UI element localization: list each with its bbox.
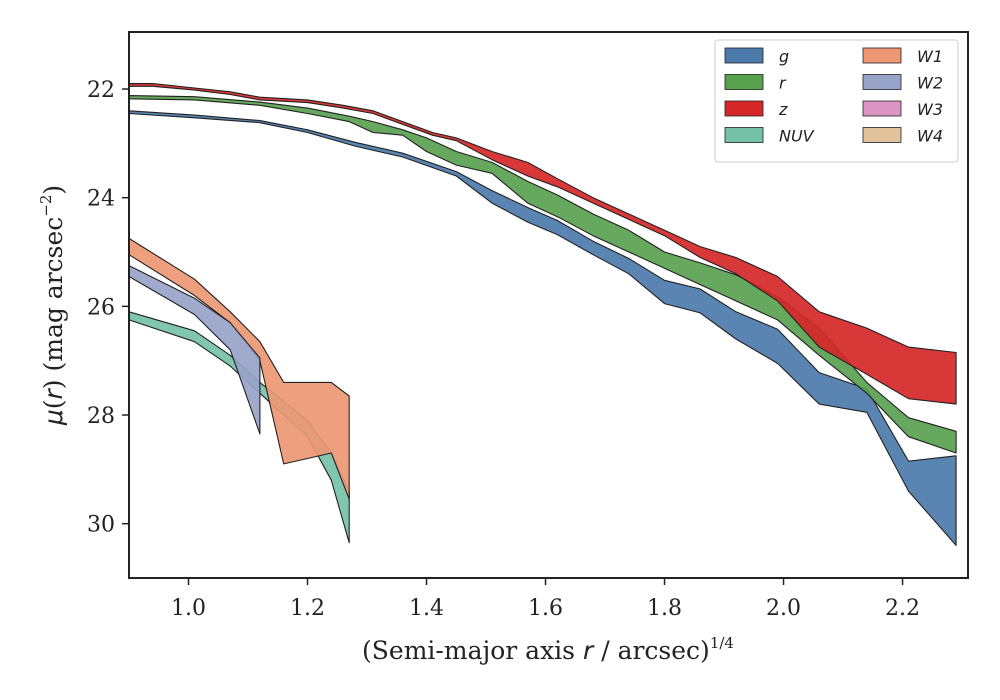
legend-item-nuv: NUV	[724, 127, 815, 146]
band-g	[128, 110, 957, 546]
plot-frame	[128, 31, 969, 579]
legend-swatch	[724, 47, 764, 64]
band-z	[128, 83, 957, 405]
legend-label: W4	[917, 127, 943, 146]
legend-label: r	[779, 74, 787, 93]
x-tick-label: 1.4	[409, 596, 444, 621]
x-tick-label: 1.2	[290, 596, 325, 621]
band-w2	[128, 265, 261, 435]
x-tick-label: 2.2	[885, 596, 920, 621]
legend-swatch	[862, 100, 902, 117]
x-axis: 1.0 1.2 1.4 1.6 1.8 2.0 2.2	[171, 578, 920, 621]
legend-label: NUV	[779, 127, 815, 146]
x-tick-label: 2.0	[766, 596, 801, 621]
legend-label: W3	[917, 100, 943, 119]
legend-swatch	[724, 100, 764, 117]
y-tick-label: 26	[87, 295, 115, 320]
legend-label: z	[778, 100, 788, 119]
y-axis-label: μ(r) (mag arcsec−2)	[37, 185, 68, 426]
x-tick-label: 1.8	[647, 596, 682, 621]
legend-item-w1: W1	[862, 47, 943, 66]
legend: grz NUV W1 W2 W3 W4	[714, 39, 959, 163]
legend-label: g	[779, 47, 789, 66]
legend-item-w4: W4	[862, 127, 943, 146]
x-axis-label: (Semi-major axis r / arcsec)1/4	[362, 634, 734, 665]
y-tick-label: 30	[87, 513, 115, 538]
legend-item-g: g	[724, 47, 789, 66]
legend-item-z: z	[724, 100, 788, 119]
legend-item-r: r	[724, 74, 787, 93]
legend-swatch	[862, 127, 902, 143]
x-tick-label: 1.0	[171, 596, 206, 621]
legend-swatch	[862, 47, 902, 64]
legend-item-w3: W3	[862, 100, 943, 119]
band-r	[128, 95, 957, 454]
legend-swatch	[862, 74, 902, 90]
y-tick-label: 24	[87, 187, 115, 212]
bands-layer	[128, 83, 957, 546]
legend-label: W1	[917, 47, 943, 66]
legend-swatch	[724, 127, 764, 143]
y-tick-label: 28	[87, 404, 115, 429]
x-tick-label: 1.6	[528, 596, 563, 621]
legend-label: W2	[917, 74, 943, 93]
legend-swatch	[724, 74, 764, 90]
y-axis: 22 24 26 28 30	[87, 78, 129, 538]
band-w1	[128, 237, 350, 500]
legend-item-w2: W2	[862, 74, 943, 93]
y-tick-label: 22	[87, 78, 115, 103]
